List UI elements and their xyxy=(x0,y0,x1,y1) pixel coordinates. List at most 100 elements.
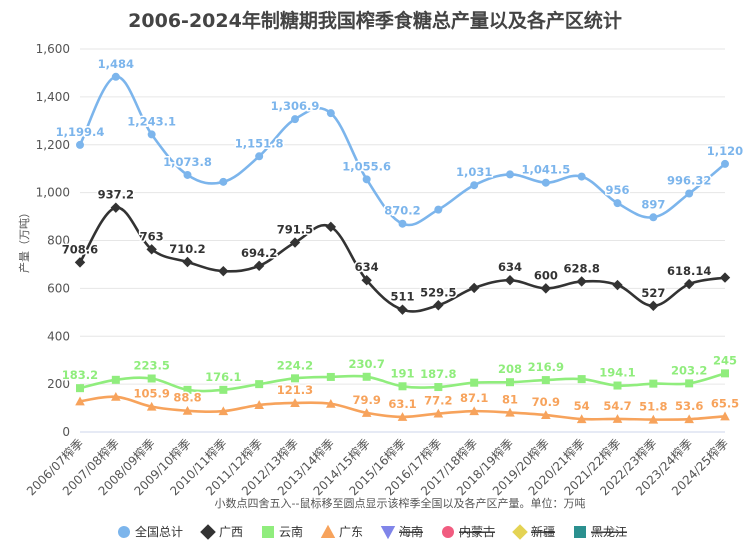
x-axis: 2006/07榨季2007/08榨季2008/09榨季2009/10榨季2010… xyxy=(23,431,731,498)
data-label: 183.2 xyxy=(62,368,98,382)
data-point xyxy=(325,221,337,233)
legend-item[interactable]: 新疆 xyxy=(512,524,555,540)
y-tick-label: 200 xyxy=(47,377,70,391)
data-label: 1,243.1 xyxy=(127,114,176,128)
data-point xyxy=(649,213,658,222)
data-point xyxy=(362,372,371,381)
data-point xyxy=(721,159,729,168)
data-point xyxy=(470,181,479,190)
data-label: 79.9 xyxy=(352,393,380,407)
data-label: 956 xyxy=(605,183,629,197)
data-point xyxy=(182,405,193,415)
y-axis: 0 200 400 600 800 1,000 1,200 1,400 1,600 xyxy=(36,42,70,439)
series-3: 105.9 88.8 121.3 79.9 63.1 77.2 87.1 81 70.9 54 54… xyxy=(75,381,741,424)
series-0: 1,199.4 1,484 1,243.1 1,073.8 1,151.8 1,306.9… xyxy=(54,55,745,228)
data-label: 634 xyxy=(498,260,522,274)
data-label: 600 xyxy=(534,268,558,282)
data-label: 634 xyxy=(355,260,379,274)
data-label: 203.2 xyxy=(671,363,707,377)
data-point xyxy=(685,379,694,388)
data-point xyxy=(540,283,552,294)
legend-item[interactable]: 广西 xyxy=(200,524,243,540)
data-label: 1,151.8 xyxy=(235,136,284,150)
data-point xyxy=(182,256,193,268)
y-tick-label: 1,200 xyxy=(36,138,70,152)
data-point xyxy=(326,372,335,381)
data-point xyxy=(684,414,694,424)
data-label: 223.5 xyxy=(133,358,169,372)
data-label: 710.2 xyxy=(169,242,205,256)
legend-symbol xyxy=(118,526,130,538)
data-label: 1,073.8 xyxy=(163,155,212,169)
data-point xyxy=(721,369,729,378)
data-point xyxy=(289,237,301,248)
legend-item[interactable]: 内蒙古 xyxy=(442,524,495,539)
data-point xyxy=(74,257,86,268)
data-point xyxy=(504,275,516,286)
legend-item[interactable]: 黑龙江 xyxy=(574,525,627,539)
data-label: 88.8 xyxy=(173,391,201,405)
data-point xyxy=(326,398,336,408)
data-point xyxy=(577,375,586,384)
data-label: 208 xyxy=(498,362,522,376)
legend-symbol xyxy=(512,524,528,540)
data-point xyxy=(253,260,265,272)
data-label: 1,041.5 xyxy=(521,163,570,177)
legend-item[interactable]: 云南 xyxy=(262,524,303,539)
data-label: 763 xyxy=(140,229,164,243)
data-point xyxy=(254,400,264,409)
data-point xyxy=(361,408,372,417)
data-point xyxy=(648,414,659,424)
data-label: 1,306.9 xyxy=(271,99,320,113)
data-label: 63.1 xyxy=(388,397,416,411)
legend-item[interactable]: 广东 xyxy=(320,524,363,539)
data-label: 245 xyxy=(713,353,737,367)
data-label: 527 xyxy=(641,286,665,300)
data-point xyxy=(146,401,157,411)
data-point xyxy=(183,385,192,394)
data-label: 54 xyxy=(574,399,590,413)
y-tick-label: 1,400 xyxy=(36,90,70,104)
data-label: 1,484 xyxy=(98,57,134,71)
data-point xyxy=(219,177,228,186)
data-label: 529.5 xyxy=(420,285,456,299)
data-label: 791.5 xyxy=(277,223,313,237)
legend-symbol xyxy=(200,524,216,540)
data-label: 105.9 xyxy=(133,387,169,401)
legend-label: 全国总计 xyxy=(135,524,183,539)
data-point xyxy=(433,300,444,311)
legend-item[interactable]: 全国总计 xyxy=(118,524,183,539)
data-point xyxy=(147,374,156,383)
data-point xyxy=(468,282,480,294)
data-point xyxy=(648,300,659,312)
data-label: 81 xyxy=(502,393,518,407)
legend-symbol xyxy=(320,524,336,538)
y-tick-label: 800 xyxy=(47,234,70,248)
data-label: 187.8 xyxy=(420,367,456,381)
data-point xyxy=(147,130,156,139)
data-point xyxy=(75,396,85,406)
data-point xyxy=(541,410,551,420)
data-point xyxy=(720,411,730,421)
legend-symbol xyxy=(262,526,274,538)
data-point xyxy=(146,244,157,255)
data-point xyxy=(397,304,408,315)
y-tick-label: 600 xyxy=(47,281,70,295)
data-point xyxy=(541,178,550,187)
data-point xyxy=(576,414,587,424)
data-label: 1,120 xyxy=(707,144,743,158)
data-label: 870.2 xyxy=(384,204,420,218)
data-label: 216.9 xyxy=(528,360,564,374)
data-point xyxy=(612,414,623,423)
data-point xyxy=(433,408,444,418)
legend-symbol xyxy=(442,526,454,538)
data-point xyxy=(255,380,264,389)
data-point xyxy=(218,265,229,277)
data-point xyxy=(613,199,622,208)
legend-item[interactable]: 海南 xyxy=(380,524,423,540)
legend-label: 广西 xyxy=(219,525,243,539)
grid xyxy=(80,48,725,433)
data-point xyxy=(291,374,299,383)
chart-title: 2006-2024年制糖期我国榨季食糖总产量以及各产区统计 xyxy=(128,9,622,32)
